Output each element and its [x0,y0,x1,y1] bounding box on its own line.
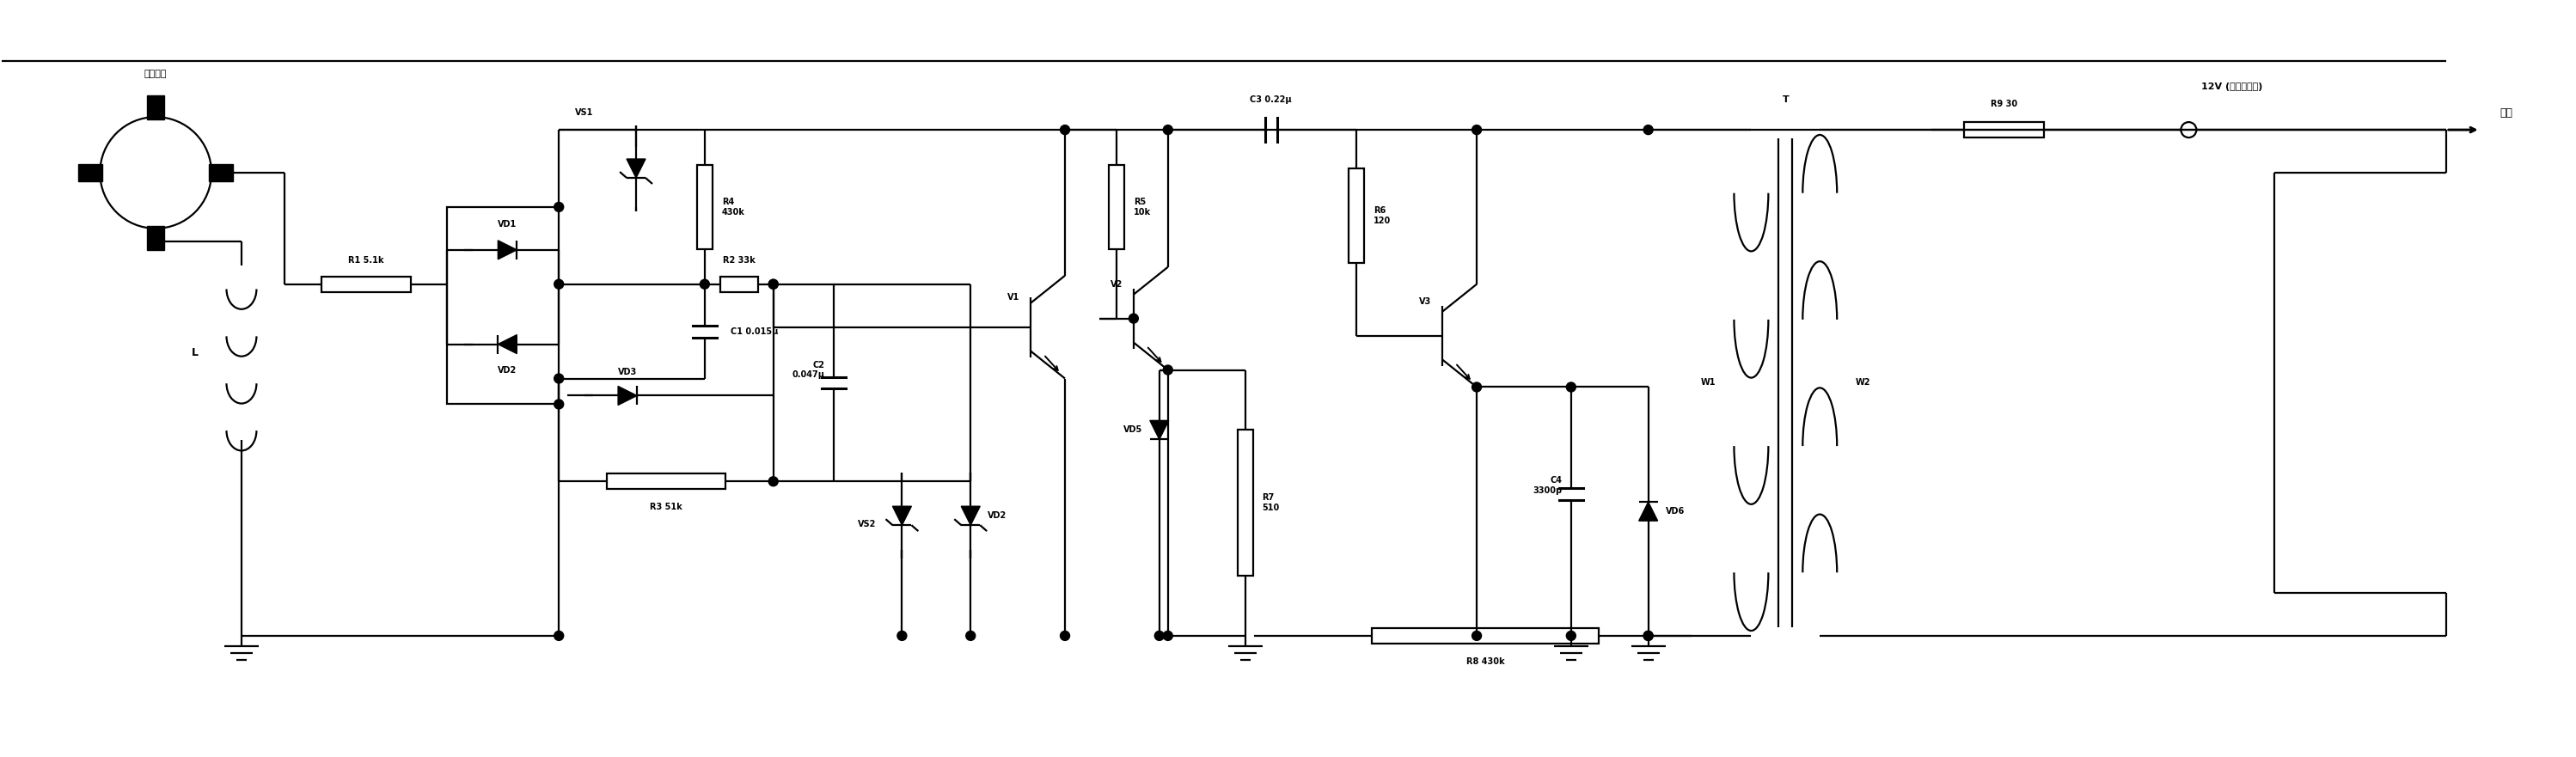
Bar [698,164,714,250]
Bar [448,207,559,404]
Text: V2: V2 [1110,280,1123,288]
Bar [147,95,165,120]
Text: W2: W2 [1855,378,1870,387]
Circle shape [1566,382,1577,392]
Circle shape [1643,631,1654,640]
Circle shape [1164,125,1172,135]
Text: C3 0.22μ: C3 0.22μ [1249,95,1291,104]
Text: VD6: VD6 [1667,507,1685,516]
Circle shape [1471,631,1481,640]
Circle shape [1566,631,1577,640]
Circle shape [1471,382,1481,392]
Bar [77,164,103,181]
Text: R6
120: R6 120 [1373,207,1391,225]
Circle shape [1164,631,1172,640]
Text: R5
10k: R5 10k [1133,198,1151,217]
Text: R9 30: R9 30 [1991,100,2017,108]
Text: R2 33k: R2 33k [724,256,755,264]
Circle shape [1061,631,1069,640]
Bar [608,474,724,489]
Circle shape [1128,313,1139,323]
Text: V3: V3 [1419,297,1432,306]
Circle shape [768,279,778,289]
Text: C1 0.015μ: C1 0.015μ [732,327,778,335]
Text: VS2: VS2 [858,520,876,528]
Circle shape [1061,125,1069,135]
Text: V1: V1 [1007,293,1020,301]
Bar [147,226,165,250]
Circle shape [768,279,778,289]
Circle shape [768,477,778,486]
Bar [1236,430,1252,576]
Bar [1373,628,1600,643]
Polygon shape [497,335,518,354]
Circle shape [1643,125,1654,135]
Bar [322,276,410,292]
Text: 12V (接点火开关): 12V (接点火开关) [2200,83,2262,92]
Text: C4
3300p: C4 3300p [1533,476,1564,495]
Text: 高压: 高压 [2499,107,2512,118]
Text: C2
0.047μ: C2 0.047μ [793,360,824,379]
Circle shape [1643,631,1654,640]
Text: VD2: VD2 [987,512,1007,520]
Bar [209,164,232,181]
Text: VD5: VD5 [1123,425,1141,435]
Polygon shape [618,386,636,405]
Polygon shape [1149,421,1170,439]
Circle shape [1471,125,1481,135]
Text: VD1: VD1 [497,220,518,229]
Circle shape [554,374,564,383]
Bar [1963,122,2045,138]
Polygon shape [1638,502,1659,521]
Polygon shape [891,506,912,525]
Text: VS1: VS1 [574,108,592,117]
Text: R4
430k: R4 430k [721,198,744,217]
Polygon shape [497,241,518,260]
Bar [1350,168,1365,263]
Text: T: T [1783,95,1788,104]
Circle shape [554,279,564,289]
Circle shape [701,279,708,289]
Circle shape [554,202,564,212]
Circle shape [1154,631,1164,640]
Polygon shape [626,159,647,178]
Text: R8 430k: R8 430k [1466,657,1504,665]
Circle shape [966,631,976,640]
Bar [1108,164,1123,250]
Text: R1 5.1k: R1 5.1k [348,256,384,264]
Bar [721,276,757,292]
Circle shape [554,631,564,640]
Text: W1: W1 [1700,378,1716,387]
Text: VD3: VD3 [618,367,636,376]
Text: VD2: VD2 [497,366,518,374]
Circle shape [554,400,564,409]
Polygon shape [961,506,979,525]
Text: R3 51k: R3 51k [649,503,683,512]
Text: L: L [191,347,198,358]
Text: 信号转子: 信号转子 [144,70,167,79]
Text: R7
510: R7 510 [1262,494,1280,512]
Circle shape [1164,365,1172,375]
Circle shape [896,631,907,640]
